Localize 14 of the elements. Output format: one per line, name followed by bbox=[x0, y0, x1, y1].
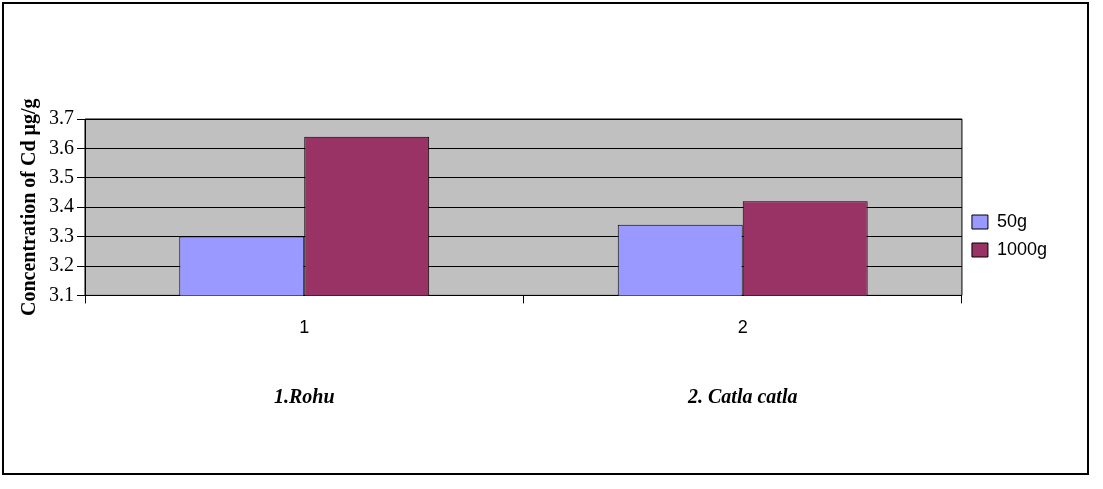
legend-label: 1000g bbox=[996, 238, 1048, 259]
x-tick-label: 1 bbox=[299, 317, 310, 338]
text: 2. Catla catla bbox=[686, 385, 798, 408]
y-axis-title: Concentration of Cd µg/g bbox=[17, 98, 41, 317]
y-tick-label: 3.6 bbox=[49, 135, 74, 158]
y-tick-label: 3.1 bbox=[49, 282, 74, 305]
y-tick-label: 3.7 bbox=[49, 106, 74, 129]
y-tick-label: 3.5 bbox=[49, 165, 74, 188]
legend-label: 50g bbox=[996, 210, 1027, 231]
y-tick-label: 3.3 bbox=[49, 223, 74, 246]
x-tick-label: 2 bbox=[737, 317, 748, 338]
y-tick-label: 3.2 bbox=[49, 253, 74, 276]
y-tick-label: 3.4 bbox=[49, 194, 74, 217]
text: 1.Rohu bbox=[273, 385, 335, 408]
